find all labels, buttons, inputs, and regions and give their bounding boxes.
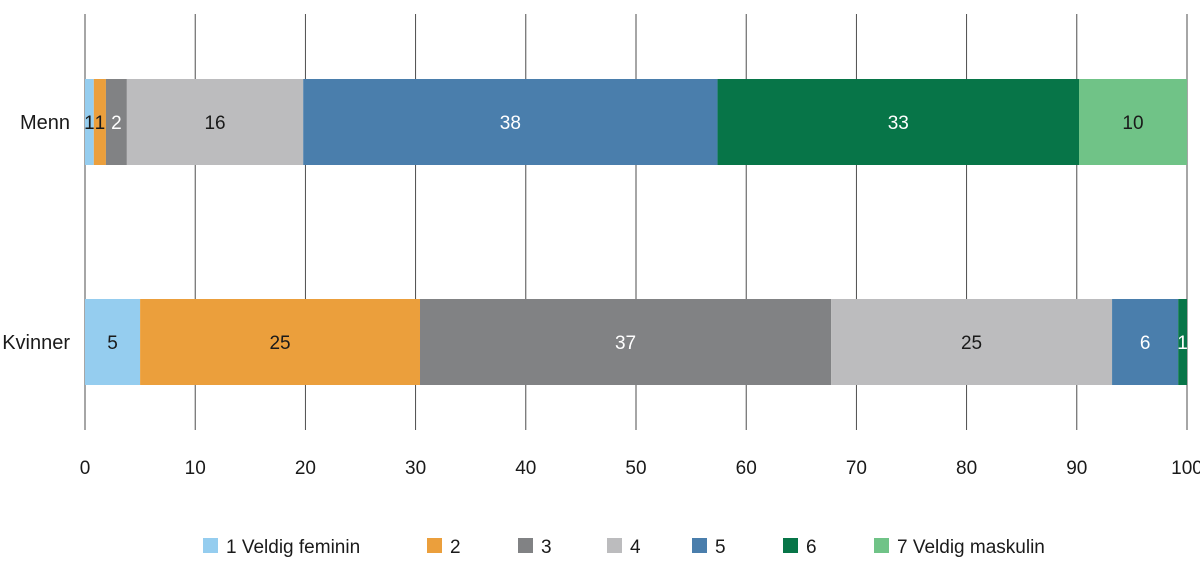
- bar-segment-menn-2: [93, 79, 106, 165]
- legend-swatch-3: [518, 538, 533, 553]
- data-label-menn-7: 10: [1122, 113, 1143, 134]
- x-tick-label-50: 50: [625, 458, 646, 479]
- data-label-kvinner-2: 25: [269, 333, 290, 354]
- bar-segment-menn-7: [1079, 79, 1187, 165]
- legend-label-2: 2: [450, 537, 461, 558]
- bar-segment-kvinner-3: [420, 299, 832, 385]
- legend-swatch-1: [203, 538, 218, 553]
- category-label-kvinner: Kvinner: [2, 332, 70, 354]
- data-label-kvinner-6: 1: [1177, 333, 1188, 354]
- bar-segment-menn-1: [85, 79, 94, 165]
- data-label-menn-3: 2: [111, 113, 122, 134]
- bar-segment-kvinner-2: [140, 299, 421, 385]
- legend-swatch-6: [783, 538, 798, 553]
- data-label-kvinner-1: 5: [107, 333, 118, 354]
- bars: 1 1 2 16 38 33 105 25 37 25 6 1: [84, 79, 1188, 385]
- bar-segment-menn-4: [126, 79, 304, 165]
- x-tick-label-30: 30: [405, 458, 426, 479]
- data-label-menn-4: 16: [204, 113, 225, 134]
- data-label-kvinner-3: 37: [615, 333, 636, 354]
- data-label-menn-5: 38: [500, 113, 521, 134]
- legend-swatch-4: [607, 538, 622, 553]
- legend-label-3: 3: [541, 537, 552, 558]
- legend-swatch-2: [427, 538, 442, 553]
- x-tick-label-90: 90: [1066, 458, 1087, 479]
- data-label-menn-1: 1: [84, 113, 95, 134]
- legend-label-1: 1 Veldig feminin: [226, 537, 360, 558]
- x-tick-label-80: 80: [956, 458, 977, 479]
- bar-segment-menn-3: [105, 79, 127, 165]
- data-label-menn-6: 33: [888, 113, 909, 134]
- x-tick-label-100: 100: [1171, 458, 1200, 479]
- legend-label-4: 4: [630, 537, 641, 558]
- x-tick-label-40: 40: [515, 458, 536, 479]
- x-tick-label-20: 20: [295, 458, 316, 479]
- legend-swatch-5: [692, 538, 707, 553]
- bar-segment-kvinner-6: [1178, 299, 1187, 385]
- x-tick-label-10: 10: [185, 458, 206, 479]
- legend: 1 Veldig feminin 2 3 4 5 6 7 Veldig maskulin: [203, 537, 1045, 558]
- bar-segment-kvinner-1: [85, 299, 141, 385]
- x-tick-label-0: 0: [80, 458, 91, 479]
- legend-label-5: 5: [715, 537, 726, 558]
- legend-label-6: 6: [806, 537, 817, 558]
- x-tick-label-60: 60: [736, 458, 757, 479]
- x-axis-tick-labels: 0 10 20 30 40 50 60 70 80 90 100: [80, 458, 1200, 479]
- bar-segment-menn-6: [717, 79, 1080, 165]
- legend-swatch-7: [874, 538, 889, 553]
- data-label-kvinner-4: 25: [961, 333, 982, 354]
- data-label-kvinner-5: 6: [1140, 333, 1151, 354]
- x-tick-label-70: 70: [846, 458, 867, 479]
- bar-segment-menn-5: [303, 79, 718, 165]
- bar-segment-kvinner-5: [1112, 299, 1179, 385]
- category-labels: Menn Kvinner: [2, 112, 70, 354]
- data-label-menn-2: 1: [95, 113, 106, 134]
- legend-label-7: 7 Veldig maskulin: [897, 537, 1045, 558]
- bar-segment-kvinner-4: [831, 299, 1113, 385]
- category-label-menn: Menn: [20, 112, 70, 134]
